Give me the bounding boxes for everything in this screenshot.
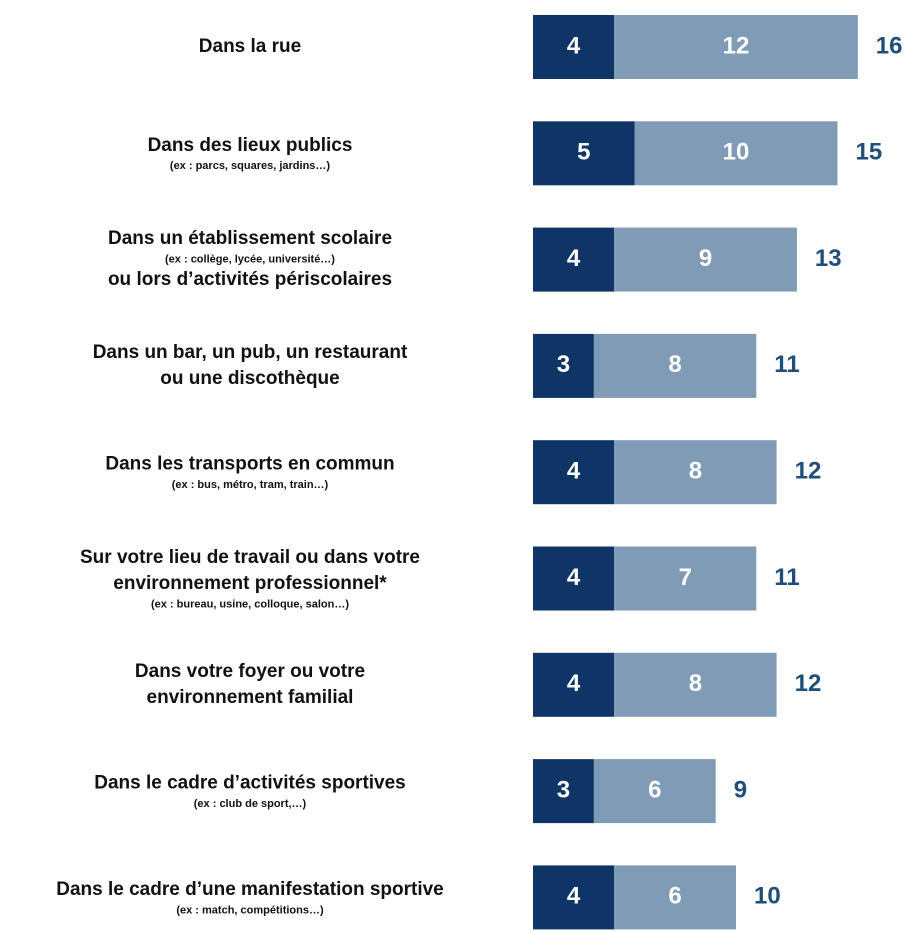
bar-segment [533,227,615,292]
bar-segment [614,15,858,79]
bar-segment [593,759,716,824]
segment-label: 10 [723,139,750,166]
category-note: (ex : match, compétitions…) [176,904,324,916]
segment-label: 12 [723,32,750,59]
segment-label: 7 [679,564,692,591]
bar-segment [614,865,736,930]
segment-label: 3 [557,351,570,378]
segment-label: 8 [689,670,702,697]
total-label: 9 [734,776,747,803]
segment-label: 4 [567,670,581,697]
segment-label: 5 [577,139,590,166]
segment-label: 4 [567,564,581,591]
category-label: Dans un établissement scolaire [108,228,392,249]
segment-label: 8 [689,458,702,485]
category-label: Dans des lieux publics [148,135,353,156]
total-label: 16 [876,32,903,59]
segment-label: 6 [648,776,661,803]
category-label: Sur votre lieu de travail ou dans votre [80,547,420,568]
bar-segment [614,440,777,505]
bar-segment [533,759,594,824]
category-note: (ex : parcs, squares, jardins…) [170,160,331,172]
category-label: Dans la rue [199,36,301,57]
category-label: ou une discothèque [160,368,339,389]
bar-segment [533,121,635,186]
segment-label: 4 [567,883,581,910]
total-label: 11 [774,351,799,378]
total-label: 10 [754,883,781,910]
category-note: (ex : collège, lycée, université…) [165,254,335,266]
bar-segment [614,546,757,611]
category-label: ou lors d’activités périscolaires [108,269,392,290]
category-note: (ex : bureau, usine, colloque, salon…) [151,598,349,610]
segment-label: 4 [567,32,581,59]
category-label: Dans le cadre d’activités sportives [94,773,406,794]
bar-segment [533,546,615,611]
category-label: Dans votre foyer ou votre [135,661,365,682]
category-label: environnement professionnel* [113,573,387,594]
bar-segment [593,333,757,398]
segment-label: 9 [699,245,712,272]
category-label: Dans un bar, un pub, un restaurant [93,342,408,363]
category-label: Dans le cadre d’une manifestation sporti… [56,879,444,900]
bar-segment [634,121,838,186]
bar-segment [533,865,615,930]
segment-label: 4 [567,458,581,485]
segment-label: 3 [557,776,570,803]
total-label: 13 [815,245,842,272]
total-label: 11 [774,564,799,591]
bar-segment [533,333,594,398]
total-label: 12 [795,458,822,485]
total-label: 12 [795,670,822,697]
bar-segment [533,440,615,505]
bar-segment [533,652,615,717]
segment-label: 4 [567,245,581,272]
category-note: (ex : bus, métro, tram, train…) [172,479,329,491]
bar-segment [614,652,777,717]
bar-segment [533,15,615,79]
total-label: 15 [856,139,883,166]
category-label: Dans les transports en commun [105,454,394,475]
segment-label: 6 [668,883,681,910]
bar-segment [614,227,797,292]
category-note: (ex : club de sport,…) [194,798,307,810]
category-label: environnement familial [147,687,354,708]
segment-label: 8 [668,351,681,378]
